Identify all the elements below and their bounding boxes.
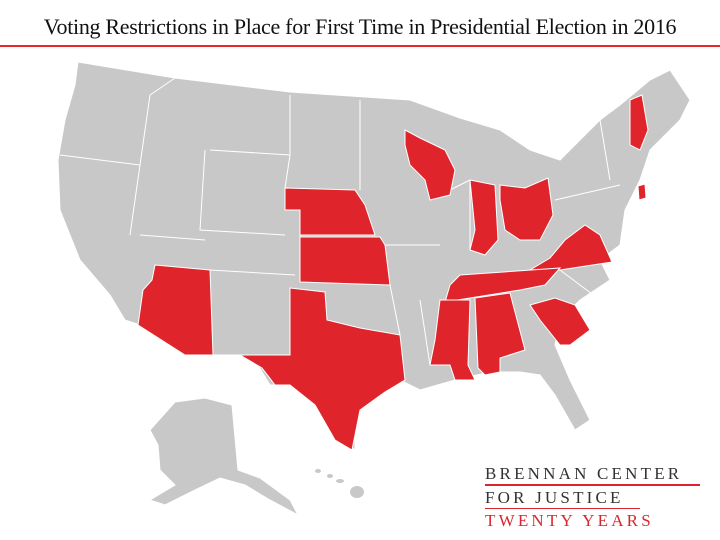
logo-rule xyxy=(485,507,640,509)
state-hawaii[interactable] xyxy=(315,469,364,498)
state-borders xyxy=(59,77,621,366)
us-map xyxy=(57,61,691,517)
logo-line-3: TWENTY YEARS xyxy=(485,511,654,530)
state-wisconsin[interactable] xyxy=(404,129,456,201)
state-mississippi[interactable] xyxy=(429,299,476,381)
state-south-carolina[interactable] xyxy=(529,297,591,346)
map-title: Voting Restrictions in Place for First T… xyxy=(43,14,677,39)
state-tennessee[interactable] xyxy=(444,267,562,303)
brennan-center-logo: BRENNAN CENTER FOR JUSTICE TWENTY YEARS xyxy=(485,464,700,530)
logo-rule xyxy=(485,484,700,486)
state-virginia[interactable] xyxy=(528,224,613,271)
state-rhode-island[interactable] xyxy=(637,183,647,201)
logo-line-2: FOR JUSTICE xyxy=(485,487,624,507)
title-divider xyxy=(0,45,720,47)
state-kansas[interactable] xyxy=(299,236,391,286)
state-alaska[interactable] xyxy=(148,397,300,517)
logo-line-1: BRENNAN CENTER xyxy=(485,464,683,483)
state-new-hampshire[interactable] xyxy=(629,94,649,151)
state-ohio[interactable] xyxy=(499,177,554,241)
state-texas[interactable] xyxy=(238,287,406,451)
state-arizona[interactable] xyxy=(137,264,214,356)
state-indiana[interactable] xyxy=(469,179,499,256)
state-alabama[interactable] xyxy=(474,292,526,376)
state-nebraska[interactable] xyxy=(284,187,376,236)
